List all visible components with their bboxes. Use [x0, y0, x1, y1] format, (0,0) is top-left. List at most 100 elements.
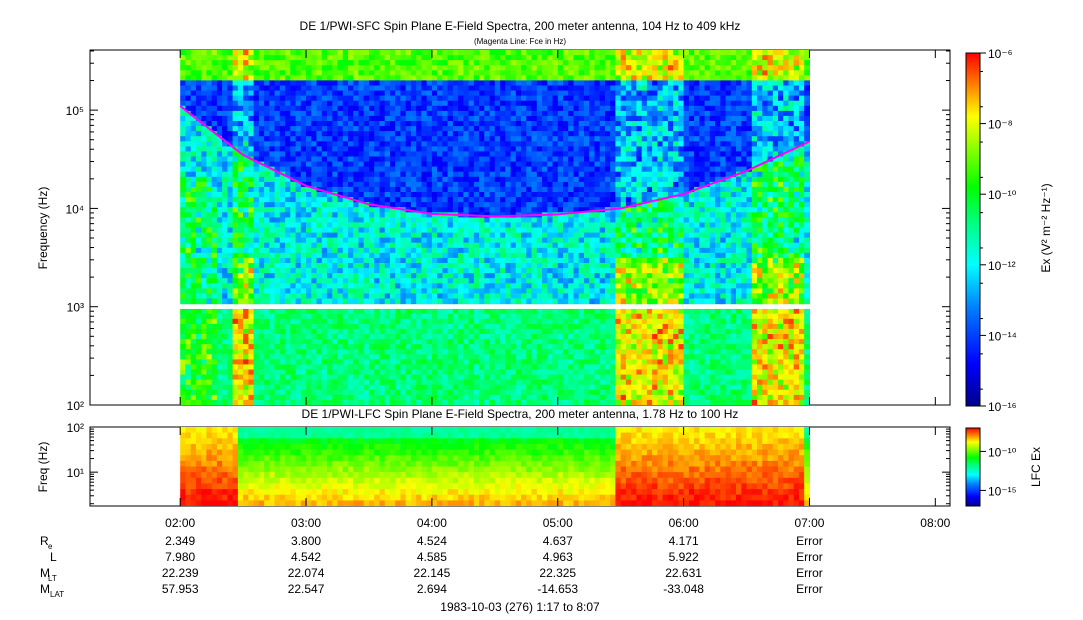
sfc-cell	[500, 237, 506, 244]
sfc-cell	[416, 146, 422, 153]
sfc-cell	[295, 156, 302, 163]
sfc-cell	[227, 293, 234, 300]
sfc-cell	[243, 369, 249, 376]
sfc-cell	[384, 344, 391, 350]
sfc-cell	[552, 110, 559, 117]
sfc-cell	[526, 364, 533, 371]
sfc-cell	[206, 85, 213, 92]
sfc-cell	[384, 364, 391, 371]
sfc-cell	[206, 50, 213, 56]
sfc-cell	[332, 60, 339, 66]
sfc-cell	[505, 399, 512, 405]
sfc-cell	[374, 161, 380, 168]
sfc-cell	[201, 379, 207, 386]
sfc-cell	[321, 278, 328, 284]
sfc-cell	[258, 202, 265, 208]
sfc-cell	[374, 192, 380, 198]
sfc-cell	[285, 379, 291, 386]
sfc-cell	[290, 354, 297, 360]
sfc-cell	[468, 263, 475, 269]
sfc-cell	[274, 222, 281, 229]
sfc-cell	[489, 80, 496, 87]
sfc-cell	[384, 110, 391, 117]
sfc-cell	[489, 278, 496, 284]
sfc-cell	[542, 186, 548, 193]
sfc-cell	[526, 207, 533, 213]
sfc-cell	[201, 313, 207, 320]
sfc-cell	[369, 399, 375, 405]
sfc-cell	[379, 176, 386, 183]
sfc-cell	[258, 399, 265, 405]
sfc-cell	[295, 242, 302, 249]
sfc-cell	[306, 247, 312, 254]
sfc-cell	[400, 126, 407, 132]
sfc-cell	[243, 323, 249, 330]
sfc-cell	[342, 227, 349, 234]
sfc-cell	[300, 100, 307, 107]
sfc-cell	[468, 389, 475, 396]
sfc-cell	[410, 75, 417, 82]
sfc-cell	[285, 263, 291, 269]
sfc-cell	[274, 384, 281, 391]
sfc-cell	[211, 161, 218, 168]
sfc-cell	[190, 65, 197, 71]
sfc-cell	[258, 273, 265, 279]
sfc-cell	[232, 313, 239, 320]
sfc-cell	[521, 50, 527, 56]
sfc-cell	[358, 399, 365, 405]
sfc-cell	[222, 181, 228, 188]
sfc-cell	[410, 126, 417, 132]
sfc-cell	[395, 364, 401, 371]
sfc-cell	[400, 75, 407, 82]
sfc-cell	[358, 121, 365, 127]
sfc-cell	[258, 293, 265, 300]
sfc-cell	[484, 359, 491, 366]
sfc-cell	[400, 186, 407, 193]
sfc-cell	[521, 339, 527, 345]
sfc-cell	[285, 202, 291, 208]
sfc-cell	[421, 349, 428, 355]
sfc-cell	[201, 80, 207, 87]
sfc-cell	[253, 232, 260, 239]
sfc-cell	[264, 121, 270, 127]
sfc-cell	[494, 95, 501, 102]
sfc-cell	[416, 354, 422, 360]
sfc-cell	[494, 384, 501, 391]
sfc-cell	[290, 156, 297, 163]
sfc-cell	[264, 237, 270, 244]
sfc-cell	[258, 50, 265, 56]
sfc-cell	[243, 90, 249, 97]
sfc-cell	[458, 298, 464, 305]
sfc-cell	[437, 227, 443, 234]
sfc-cell	[426, 379, 433, 386]
sfc-cell	[306, 186, 312, 193]
sfc-cell	[185, 349, 192, 355]
sfc-cell	[410, 80, 417, 87]
sfc-cell	[390, 293, 396, 300]
sfc-cell	[353, 323, 359, 330]
sfc-cell	[264, 298, 270, 305]
sfc-cell	[542, 232, 548, 239]
sfc-cell	[211, 263, 218, 269]
sfc-cell	[216, 202, 223, 208]
sfc-cell	[195, 171, 202, 178]
sfc-cell	[421, 156, 428, 163]
sfc-cell	[452, 171, 459, 178]
sfc-cell	[390, 394, 396, 401]
sfc-cell	[431, 222, 438, 229]
sfc-cell	[358, 389, 365, 396]
sfc-cell	[332, 374, 339, 381]
sfc-cell	[473, 55, 480, 61]
sfc-cell	[348, 354, 354, 360]
sfc-cell	[253, 217, 260, 224]
sfc-cell	[494, 354, 501, 360]
sfc-cell	[185, 217, 192, 224]
sfc-cell	[473, 207, 480, 213]
sfc-cell	[374, 141, 380, 147]
sfc-cell	[316, 50, 323, 56]
sfc-cell	[185, 288, 192, 295]
sfc-cell	[358, 369, 365, 376]
sfc-cell	[531, 399, 538, 405]
sfc-cell	[316, 222, 323, 229]
sfc-cell	[536, 349, 543, 355]
